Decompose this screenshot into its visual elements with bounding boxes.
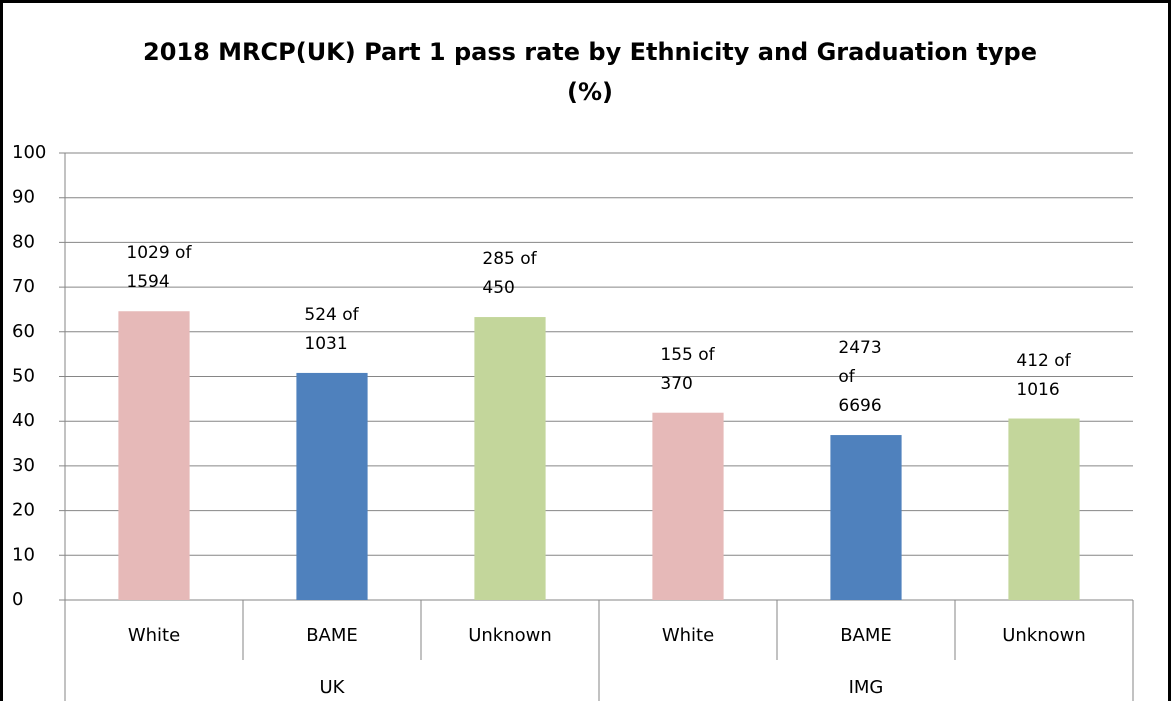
y-tick-label: 60: [12, 321, 35, 342]
x-tick-label: BAME: [840, 625, 892, 646]
x-tick-label: White: [662, 625, 714, 646]
bar-annotation: 524 of 1031: [304, 304, 359, 354]
y-tick-label: 50: [12, 366, 35, 387]
y-tick-label: 90: [12, 187, 35, 208]
bar: [830, 435, 902, 600]
bar-annotation: 412 of 1016: [1016, 350, 1071, 400]
chart-title: 2018 MRCP(UK) Part 1 pass rate by Ethnic…: [143, 38, 1037, 106]
annotation-box: 285 of 450: [482, 249, 537, 299]
group-label: UK: [320, 677, 346, 698]
bar-annotation: 1029 of 1594: [126, 243, 192, 293]
title-box: 2018 MRCP(UK) Part 1 pass rate by Ethnic…: [143, 38, 1037, 106]
bar: [118, 311, 190, 600]
bar: [474, 317, 546, 600]
annotation-box: 412 of 1016: [1016, 350, 1071, 400]
annotation-box: 524 of 1031: [304, 304, 359, 354]
y-tick-label: 10: [12, 544, 35, 565]
y-tick-label: 0: [12, 589, 23, 610]
bar: [652, 412, 724, 600]
annotation-box: 1029 of 1594: [126, 243, 192, 293]
bar-annotation: 155 of 370: [660, 344, 715, 394]
x-tick-label: White: [128, 625, 180, 646]
y-tick-label: 40: [12, 410, 35, 431]
group-label: IMG: [849, 677, 884, 698]
y-tick-label: 30: [12, 455, 35, 476]
y-tick-label: 20: [12, 500, 35, 521]
annotation-box: 2473 of 6696: [838, 338, 882, 417]
y-tick-label: 80: [12, 231, 35, 252]
x-tick-label: Unknown: [1002, 625, 1086, 646]
bar: [296, 372, 368, 600]
bar-annotation: 2473 of 6696: [838, 338, 882, 417]
y-tick-label: 100: [12, 142, 46, 163]
bar-annotation: 285 of 450: [482, 249, 537, 299]
annotation-box: 155 of 370: [660, 344, 715, 394]
x-tick-label: BAME: [306, 625, 358, 646]
x-tick-label: Unknown: [468, 625, 552, 646]
y-tick-label: 70: [12, 276, 35, 297]
bar: [1008, 418, 1080, 600]
